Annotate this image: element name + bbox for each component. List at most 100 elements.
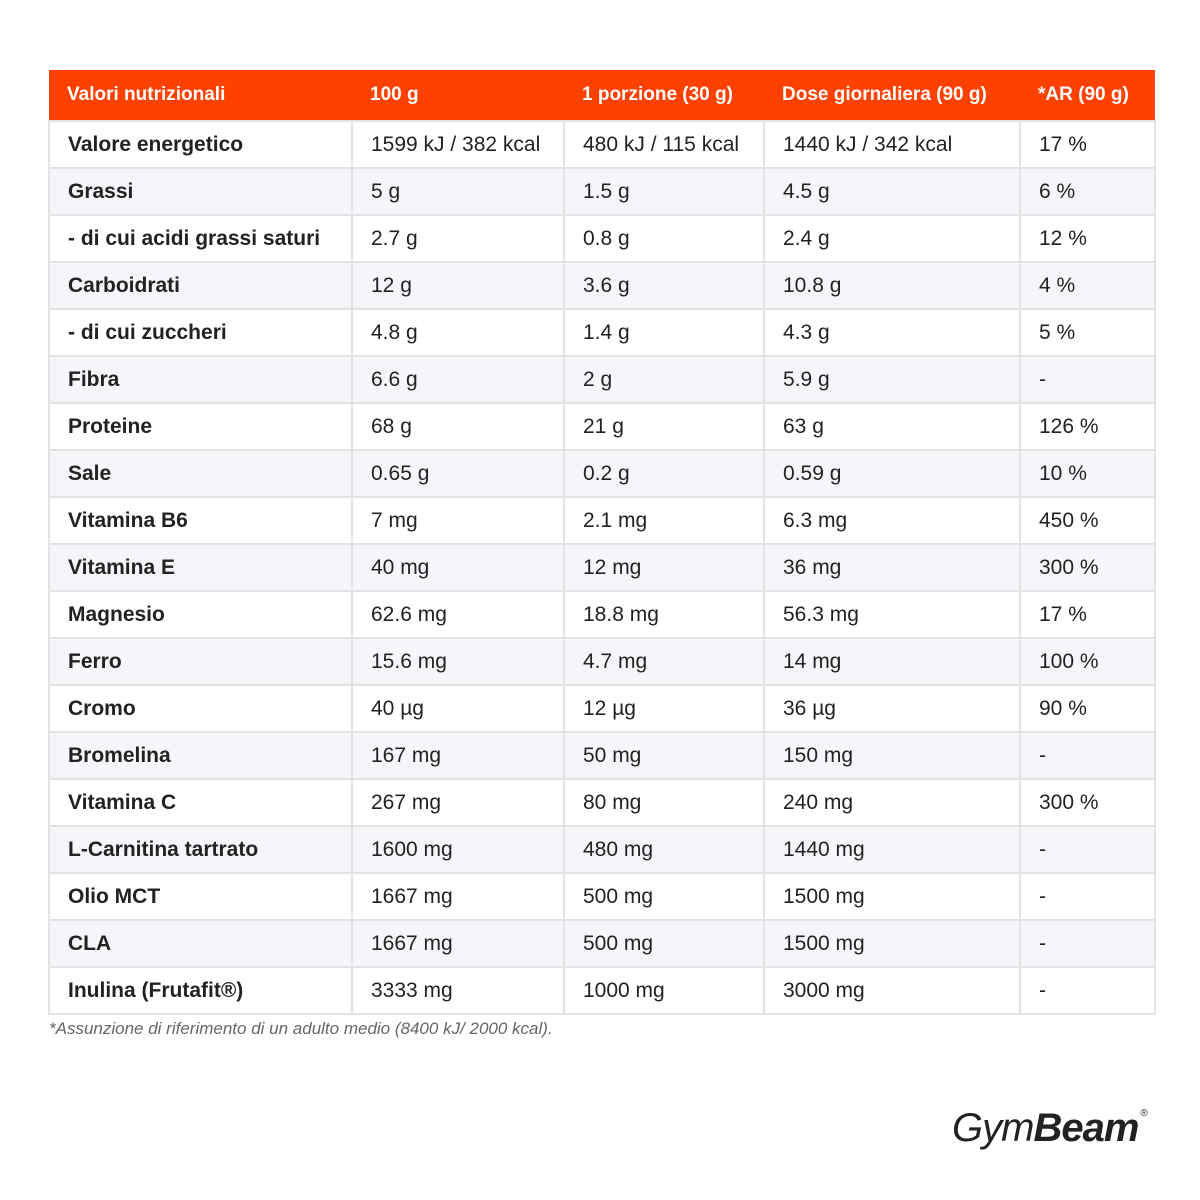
table-row: Cromo 40 µg 12 µg 36 µg 90 % <box>48 684 1156 733</box>
nutrient-name-cell: Grassi <box>48 167 353 216</box>
nutrient-name-cell: Vitamina C <box>48 778 353 827</box>
table-row: Valore energetico 1599 kJ / 382 kcal 480 k… <box>48 120 1156 169</box>
nutrient-name-cell: Inulina (Frutafit®) <box>48 966 353 1015</box>
value-cell: 3333 mg <box>351 966 565 1015</box>
nutrient-name-cell: Fibra <box>48 355 353 404</box>
value-cell: 6 % <box>1019 167 1156 216</box>
value-cell: 1.5 g <box>563 167 765 216</box>
value-cell: 2.7 g <box>351 214 565 263</box>
value-cell: - <box>1019 825 1156 874</box>
value-cell: 0.65 g <box>351 449 565 498</box>
value-cell: 12 g <box>351 261 565 310</box>
value-cell: 14 mg <box>763 637 1021 686</box>
nutrient-name-cell: - di cui acidi grassi saturi <box>48 214 353 263</box>
value-cell: 56.3 mg <box>763 590 1021 639</box>
value-cell: 240 mg <box>763 778 1021 827</box>
value-cell: 5.9 g <box>763 355 1021 404</box>
value-cell: 40 mg <box>351 543 565 592</box>
value-cell: 10.8 g <box>763 261 1021 310</box>
registered-mark: ® <box>1140 1108 1148 1119</box>
value-cell: 2 g <box>563 355 765 404</box>
nutrient-name-cell: Olio MCT <box>48 872 353 921</box>
value-cell: 4 % <box>1019 261 1156 310</box>
value-cell: 50 mg <box>563 731 765 780</box>
value-cell: 1.4 g <box>563 308 765 357</box>
value-cell: 12 % <box>1019 214 1156 263</box>
table-row: Bromelina 167 mg 50 mg 150 mg - <box>48 731 1156 780</box>
value-cell: 4.7 mg <box>563 637 765 686</box>
value-cell: 6.3 mg <box>763 496 1021 545</box>
nutrient-name-cell: Magnesio <box>48 590 353 639</box>
value-cell: 6.6 g <box>351 355 565 404</box>
value-cell: 68 g <box>351 402 565 451</box>
nutrient-name-cell: Ferro <box>48 637 353 686</box>
footnote: *Assunzione di riferimento di un adulto … <box>49 1019 553 1038</box>
value-cell: 62.6 mg <box>351 590 565 639</box>
value-cell: 90 % <box>1019 684 1156 733</box>
value-cell: 1599 kJ / 382 kcal <box>351 120 565 169</box>
table-row: Vitamina C 267 mg 80 mg 240 mg 300 % <box>48 778 1156 827</box>
value-cell: 1600 mg <box>351 825 565 874</box>
value-cell: 2.4 g <box>763 214 1021 263</box>
value-cell: 0.2 g <box>563 449 765 498</box>
column-header: Dose giornaliera (90 g) <box>764 70 1020 121</box>
nutrient-name-cell: Proteine <box>48 402 353 451</box>
value-cell: 3000 mg <box>763 966 1021 1015</box>
value-cell: 300 % <box>1019 778 1156 827</box>
value-cell: - <box>1019 966 1156 1015</box>
value-cell: 126 % <box>1019 402 1156 451</box>
value-cell: 1667 mg <box>351 919 565 968</box>
value-cell: 40 µg <box>351 684 565 733</box>
table-row: Proteine 68 g 21 g 63 g 126 % <box>48 402 1156 451</box>
value-cell: 15.6 mg <box>351 637 565 686</box>
nutrient-name-cell: - di cui zuccheri <box>48 308 353 357</box>
column-header: 100 g <box>352 70 564 121</box>
table-row: Ferro 15.6 mg 4.7 mg 14 mg 100 % <box>48 637 1156 686</box>
value-cell: 0.8 g <box>563 214 765 263</box>
value-cell: - <box>1019 355 1156 404</box>
value-cell: 36 mg <box>763 543 1021 592</box>
column-header: Valori nutrizionali <box>49 70 352 121</box>
value-cell: 450 % <box>1019 496 1156 545</box>
value-cell: 1440 mg <box>763 825 1021 874</box>
nutrient-name-cell: Bromelina <box>48 731 353 780</box>
nutrient-name-cell: Cromo <box>48 684 353 733</box>
value-cell: 0.59 g <box>763 449 1021 498</box>
value-cell: 150 mg <box>763 731 1021 780</box>
table-row: Sale 0.65 g 0.2 g 0.59 g 10 % <box>48 449 1156 498</box>
value-cell: 12 mg <box>563 543 765 592</box>
value-cell: 21 g <box>563 402 765 451</box>
value-cell: 500 mg <box>563 872 765 921</box>
value-cell: 17 % <box>1019 590 1156 639</box>
table-row: L-Carnitina tartrato 1600 mg 480 mg 1440 mg… <box>48 825 1156 874</box>
value-cell: 267 mg <box>351 778 565 827</box>
nutrient-name-cell: Vitamina E <box>48 543 353 592</box>
nutrient-name-cell: Valore energetico <box>48 120 353 169</box>
logo-text-bold: Beam <box>1033 1106 1139 1150</box>
value-cell: 12 µg <box>563 684 765 733</box>
table-row: Magnesio 62.6 mg 18.8 mg 56.3 mg 17 % <box>48 590 1156 639</box>
gymbeam-logo: Gym Beam ® <box>952 1106 1148 1156</box>
value-cell: 1000 mg <box>563 966 765 1015</box>
value-cell: 300 % <box>1019 543 1156 592</box>
value-cell: 18.8 mg <box>563 590 765 639</box>
value-cell: - <box>1019 872 1156 921</box>
table-row: - di cui acidi grassi saturi 2.7 g 0.8 g 2.… <box>48 214 1156 263</box>
value-cell: 1440 kJ / 342 kcal <box>763 120 1021 169</box>
value-cell: 480 mg <box>563 825 765 874</box>
value-cell: - <box>1019 731 1156 780</box>
value-cell: 1500 mg <box>763 872 1021 921</box>
value-cell: 480 kJ / 115 kcal <box>563 120 765 169</box>
value-cell: - <box>1019 919 1156 968</box>
table-row: Olio MCT 1667 mg 500 mg 1500 mg - <box>48 872 1156 921</box>
value-cell: 4.8 g <box>351 308 565 357</box>
table-row: CLA 1667 mg 500 mg 1500 mg - <box>48 919 1156 968</box>
value-cell: 7 mg <box>351 496 565 545</box>
